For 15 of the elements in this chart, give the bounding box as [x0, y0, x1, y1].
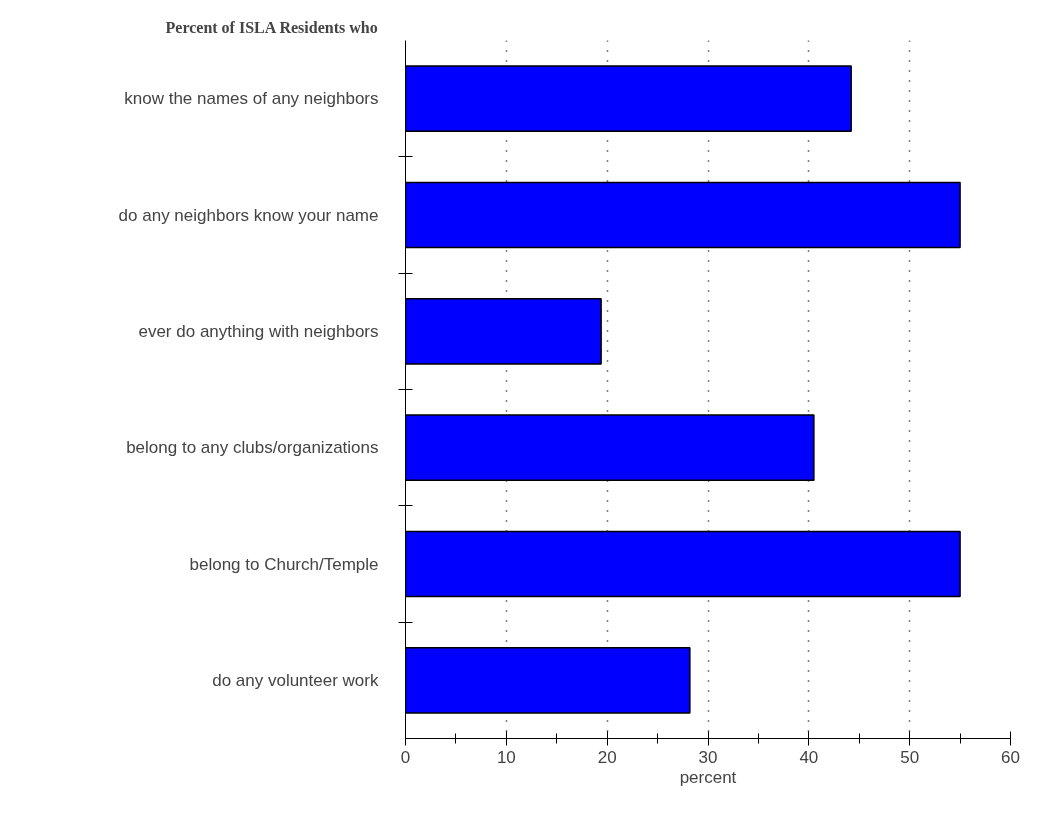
y-tick-label: belong to any clubs/organizations [126, 438, 379, 458]
x-tick-label: 40 [799, 747, 819, 767]
y-tick-label: do any volunteer work [212, 670, 379, 690]
x-tick-label: 50 [900, 747, 920, 767]
y-tick-label: belong to Church/Temple [189, 554, 379, 574]
x-tick-label: 60 [1001, 747, 1020, 767]
x-axis-title: percent [679, 767, 737, 787]
x-tick-label: 10 [496, 747, 516, 767]
y-tick-label: know the names of any neighbors [124, 89, 379, 109]
x-tick-label: 30 [698, 747, 718, 767]
x-tick-label: 20 [597, 747, 617, 767]
y-tick-label: ever do anything with neighbors [138, 321, 379, 341]
x-tick-label: 0 [400, 747, 411, 767]
y-axis-title: Percent of ISLA Residents who [165, 18, 378, 36]
y-tick-label: do any neighbors know your name [118, 205, 379, 225]
